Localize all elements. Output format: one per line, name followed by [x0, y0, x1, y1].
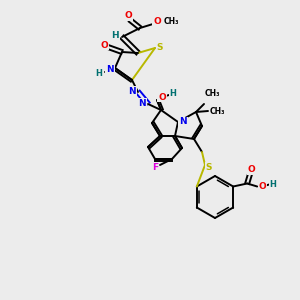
Text: O: O — [158, 92, 166, 101]
Text: N: N — [106, 64, 114, 74]
Text: F: F — [152, 163, 158, 172]
Text: O: O — [124, 11, 132, 20]
Text: O: O — [247, 165, 255, 174]
Text: N: N — [138, 98, 146, 107]
Text: H: H — [96, 70, 102, 79]
Text: S: S — [206, 163, 212, 172]
Text: N: N — [128, 86, 136, 95]
Text: CH₃: CH₃ — [164, 17, 179, 26]
Text: O: O — [153, 17, 161, 26]
Text: CH₃: CH₃ — [210, 106, 226, 116]
Text: H: H — [169, 89, 176, 98]
Text: S: S — [157, 43, 163, 52]
Text: O: O — [100, 40, 108, 50]
Text: N: N — [179, 118, 187, 127]
Text: H: H — [270, 180, 277, 189]
Text: O: O — [258, 182, 266, 191]
Text: H: H — [111, 31, 119, 40]
Text: CH₃: CH₃ — [205, 89, 220, 98]
